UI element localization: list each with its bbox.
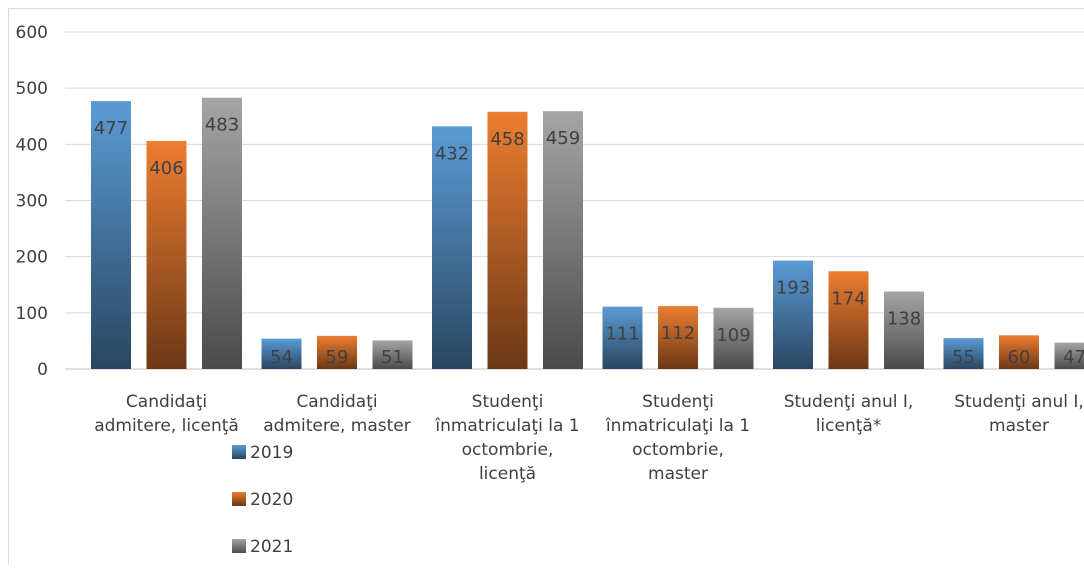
y-axis-ticks: 0 100 200 300 400 500 600 bbox=[16, 23, 48, 380]
data-label: 477 bbox=[94, 118, 128, 139]
legend-swatch-2020 bbox=[232, 492, 246, 506]
bar-2019 bbox=[91, 101, 131, 369]
x-tick-label: Studenţi anul I,licenţă* bbox=[784, 392, 914, 436]
data-label: 138 bbox=[887, 308, 921, 329]
bar-2020 bbox=[488, 112, 528, 369]
bar-2021 bbox=[884, 291, 924, 369]
data-label: 112 bbox=[661, 323, 695, 344]
y-tick-label: 100 bbox=[16, 304, 48, 324]
data-label: 174 bbox=[831, 288, 865, 309]
data-label: 60 bbox=[1008, 347, 1031, 368]
data-label: 51 bbox=[381, 347, 404, 368]
y-tick-label: 500 bbox=[16, 79, 48, 99]
x-tick-label: Studenţi anul I,master bbox=[954, 392, 1084, 436]
bars bbox=[91, 98, 1084, 369]
legend-swatch-2021 bbox=[232, 539, 246, 553]
legend-label: 2020 bbox=[250, 490, 293, 510]
data-label: 459 bbox=[546, 128, 580, 149]
y-tick-label: 600 bbox=[16, 23, 48, 43]
y-tick-label: 400 bbox=[16, 135, 48, 155]
y-tick-label: 200 bbox=[16, 248, 48, 268]
data-label: 111 bbox=[605, 324, 639, 345]
y-tick-label: 0 bbox=[37, 360, 48, 380]
legend: 2019 2020 2021 bbox=[232, 443, 293, 557]
bar-2020 bbox=[829, 271, 869, 369]
data-label: 54 bbox=[270, 347, 293, 368]
data-label: 55 bbox=[952, 347, 975, 368]
legend-swatch-2019 bbox=[232, 445, 246, 459]
bar-2021 bbox=[543, 111, 583, 369]
data-labels: 477 406 483 54 59 51 432 458 459 111 112 109 193 174 1… bbox=[94, 115, 1084, 368]
data-label: 193 bbox=[776, 278, 810, 299]
bar-2021 bbox=[202, 98, 242, 369]
data-label: 59 bbox=[326, 347, 349, 368]
y-tick-label: 300 bbox=[16, 192, 48, 212]
data-label: 432 bbox=[435, 143, 469, 164]
data-label: 47 bbox=[1063, 347, 1084, 368]
data-label: 458 bbox=[490, 129, 524, 150]
data-label: 109 bbox=[716, 325, 750, 346]
legend-label: 2021 bbox=[250, 537, 293, 557]
legend-label: 2019 bbox=[250, 443, 293, 463]
data-label: 406 bbox=[149, 158, 183, 179]
data-label: 483 bbox=[205, 115, 239, 136]
